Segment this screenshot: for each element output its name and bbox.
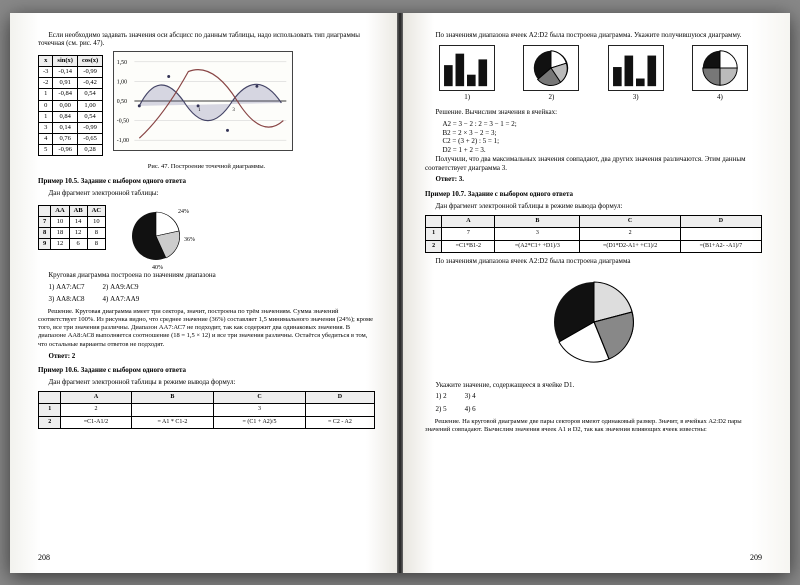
pie-105: 24% 36% 40% (116, 201, 206, 271)
page-208: Если необходимо задавать значения оси аб… (10, 13, 397, 573)
kruglaya-text: Круговая диаграмма построена по значения… (38, 271, 375, 280)
ex107-title: Пример 10.7. Задание с выбором одного от… (425, 190, 762, 199)
svg-text:40%: 40% (152, 265, 163, 271)
pie-lead: По значениям диапазона ячеек A2:D2 была … (425, 257, 762, 266)
choices-107: 1) 23) 4 (436, 392, 763, 401)
q107: Укажите значение, содержащееся в ячейке … (425, 381, 762, 390)
svg-text:1,00: 1,00 (117, 79, 127, 85)
ex106-title: Пример 10.6. Задание с выбором одного от… (38, 366, 375, 375)
solution-105: Решение. Круговая диаграмма имеет три се… (38, 308, 375, 349)
conclusion-106: Получили, что два максимальных значения … (425, 155, 762, 173)
page-209: По значениям диапазона ячеек А2:D2 была … (403, 13, 790, 573)
table-107: ABCD 1732 2=C1*B1-2=(A2*C1+ +D1)/3=(D1*D… (425, 215, 762, 254)
answer-106: Ответ: 3. (425, 175, 762, 184)
sine-chart: 1,501,00 0,50-0,50 -1,00 13 (113, 51, 293, 151)
pagenum-right: 209 (750, 553, 762, 563)
thumb-2 (523, 45, 579, 91)
ex107-lead: Дан фрагмент электронной таблицы в режим… (425, 202, 762, 211)
table-105: AAABAC 7101410 818128 91268 (38, 205, 106, 251)
answer-105: Ответ: 2 (38, 352, 375, 361)
ex105-lead: Дан фрагмент электронной таблицы: (38, 189, 375, 198)
ex105-title: Пример 10.5. Задание с выбором одного от… (38, 177, 375, 186)
intro-text: Если необходимо задавать значения оси аб… (38, 31, 375, 49)
svg-text:-1,00: -1,00 (117, 138, 129, 144)
diagram-options: 1) 2) 3) 4) (425, 45, 762, 102)
right-intro: По значениям диапазона ячеек А2:D2 была … (425, 31, 762, 40)
svg-text:-0,50: -0,50 (117, 119, 129, 125)
thumb-1 (439, 45, 495, 91)
svg-text:24%: 24% (178, 209, 189, 215)
ex106-lead: Дан фрагмент электронной таблицы в режим… (38, 378, 375, 387)
svg-text:1,50: 1,50 (117, 60, 127, 66)
thumb-4 (692, 45, 748, 91)
solution-107: Решение. На круговой диаграмме две пары … (425, 418, 762, 434)
table-106: ABCD 123 2=C1-A1/2= A1 * C1-2= (C1 + A2)… (38, 391, 375, 430)
book-spread: Если необходимо задавать значения оси аб… (10, 13, 790, 573)
thumb-3 (608, 45, 664, 91)
fig-47: xsin(x)cos(x) -3-0,14-0,99 -20,91-0,42 1… (38, 51, 375, 160)
svg-text:0,50: 0,50 (117, 99, 127, 105)
choices-105: 1) АА7:АС72) АА9:АС9 (49, 283, 376, 292)
solution-106: Решение. Вычислим значения в ячейках: (425, 108, 762, 117)
svg-text:36%: 36% (184, 237, 195, 243)
fig47-caption: Рис. 47. Построение точечной диаграммы. (38, 163, 375, 171)
pie-107 (425, 272, 762, 375)
pagenum-left: 208 (38, 553, 50, 563)
trig-table: xsin(x)cos(x) -3-0,14-0,99 -20,91-0,42 1… (38, 55, 103, 156)
